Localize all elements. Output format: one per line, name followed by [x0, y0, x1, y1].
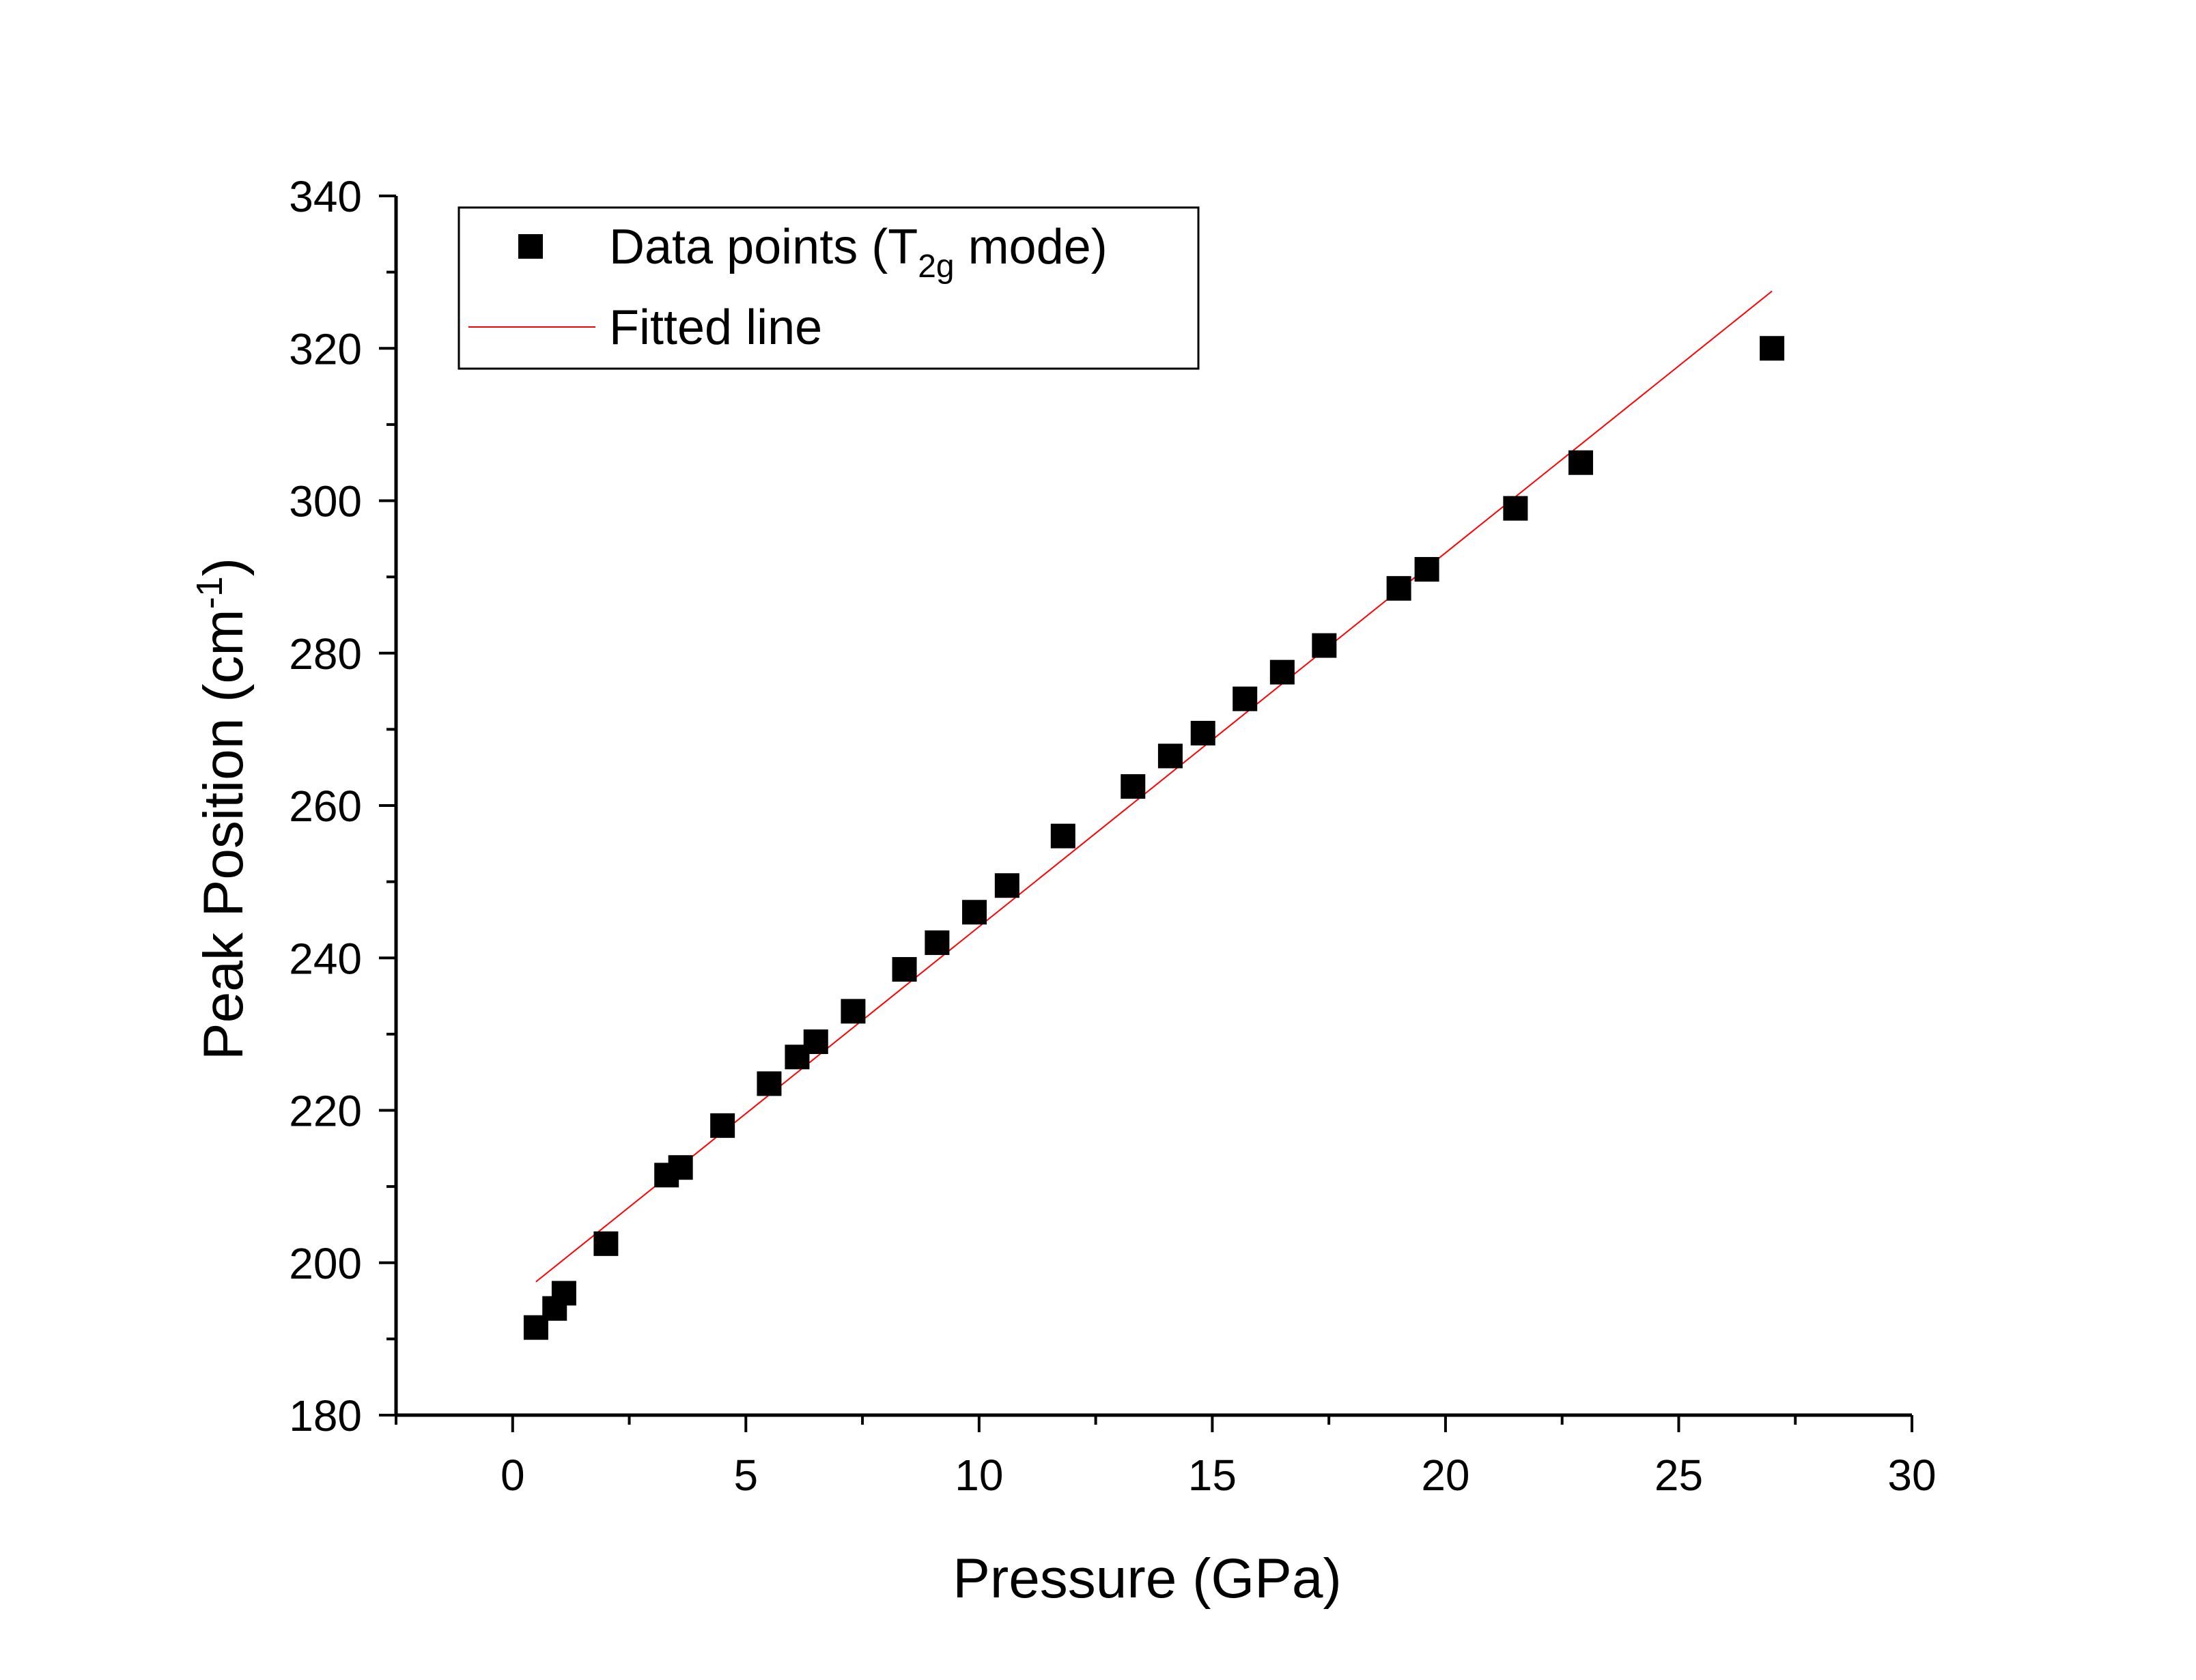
data-point	[1568, 450, 1594, 475]
y-tick-label: 200	[289, 1239, 362, 1288]
legend-marker-square	[518, 234, 543, 259]
axis-ticks: 0 5 10 15 20 25 30 180 200 220 240 260 280 300 320 340	[289, 172, 1936, 1500]
y-tick-label: 240	[289, 934, 362, 983]
data-point	[962, 900, 987, 925]
data-point	[1233, 686, 1258, 711]
data-point	[994, 873, 1019, 898]
fitted-line-series	[535, 290, 1773, 1283]
data-point	[1386, 575, 1411, 601]
data-point	[1121, 774, 1146, 799]
data-point	[892, 956, 917, 982]
y-tick-label: 320	[289, 324, 362, 373]
x-tick-label: 30	[1887, 1451, 1936, 1500]
data-point	[803, 1029, 828, 1055]
data-point	[1190, 720, 1215, 745]
y-axis-title: Peak Position (cm-1)	[189, 558, 255, 1060]
y-tick-label: 220	[289, 1087, 362, 1136]
data-point	[593, 1231, 619, 1256]
axes	[394, 196, 1912, 1417]
data-point	[1503, 496, 1528, 521]
x-tick-label: 10	[955, 1451, 1003, 1500]
legend: Data points (T2g mode) Fitted line	[458, 206, 1200, 370]
y-tick-label: 260	[289, 782, 362, 831]
data-point	[1414, 556, 1439, 582]
data-point	[841, 999, 866, 1024]
data-points-series	[523, 336, 1785, 1340]
legend-label-fitted-line: Fitted line	[609, 300, 822, 355]
y-tick-label: 180	[289, 1391, 362, 1440]
y-tick-label: 340	[289, 172, 362, 221]
data-point	[551, 1281, 576, 1306]
data-point	[1312, 633, 1337, 658]
y-tick-label: 300	[289, 477, 362, 526]
data-point	[925, 930, 950, 955]
fitted-line	[535, 290, 1773, 1283]
data-point	[757, 1071, 782, 1096]
x-axis-title: Pressure (GPa)	[953, 1548, 1342, 1610]
x-tick-label: 20	[1421, 1451, 1469, 1500]
data-point	[1157, 743, 1183, 769]
x-tick-label: 0	[501, 1451, 525, 1500]
data-point	[710, 1113, 735, 1138]
y-tick-label: 280	[289, 629, 362, 679]
x-tick-label: 5	[734, 1451, 759, 1500]
legend-label-data-points: Data points (T2g mode)	[609, 220, 1108, 285]
data-point	[1760, 336, 1785, 361]
legend-box	[458, 206, 1200, 370]
data-point	[1269, 659, 1295, 685]
x-tick-label: 25	[1655, 1451, 1703, 1500]
data-point	[668, 1155, 693, 1180]
data-point	[1050, 823, 1075, 849]
x-tick-label: 15	[1188, 1451, 1237, 1500]
